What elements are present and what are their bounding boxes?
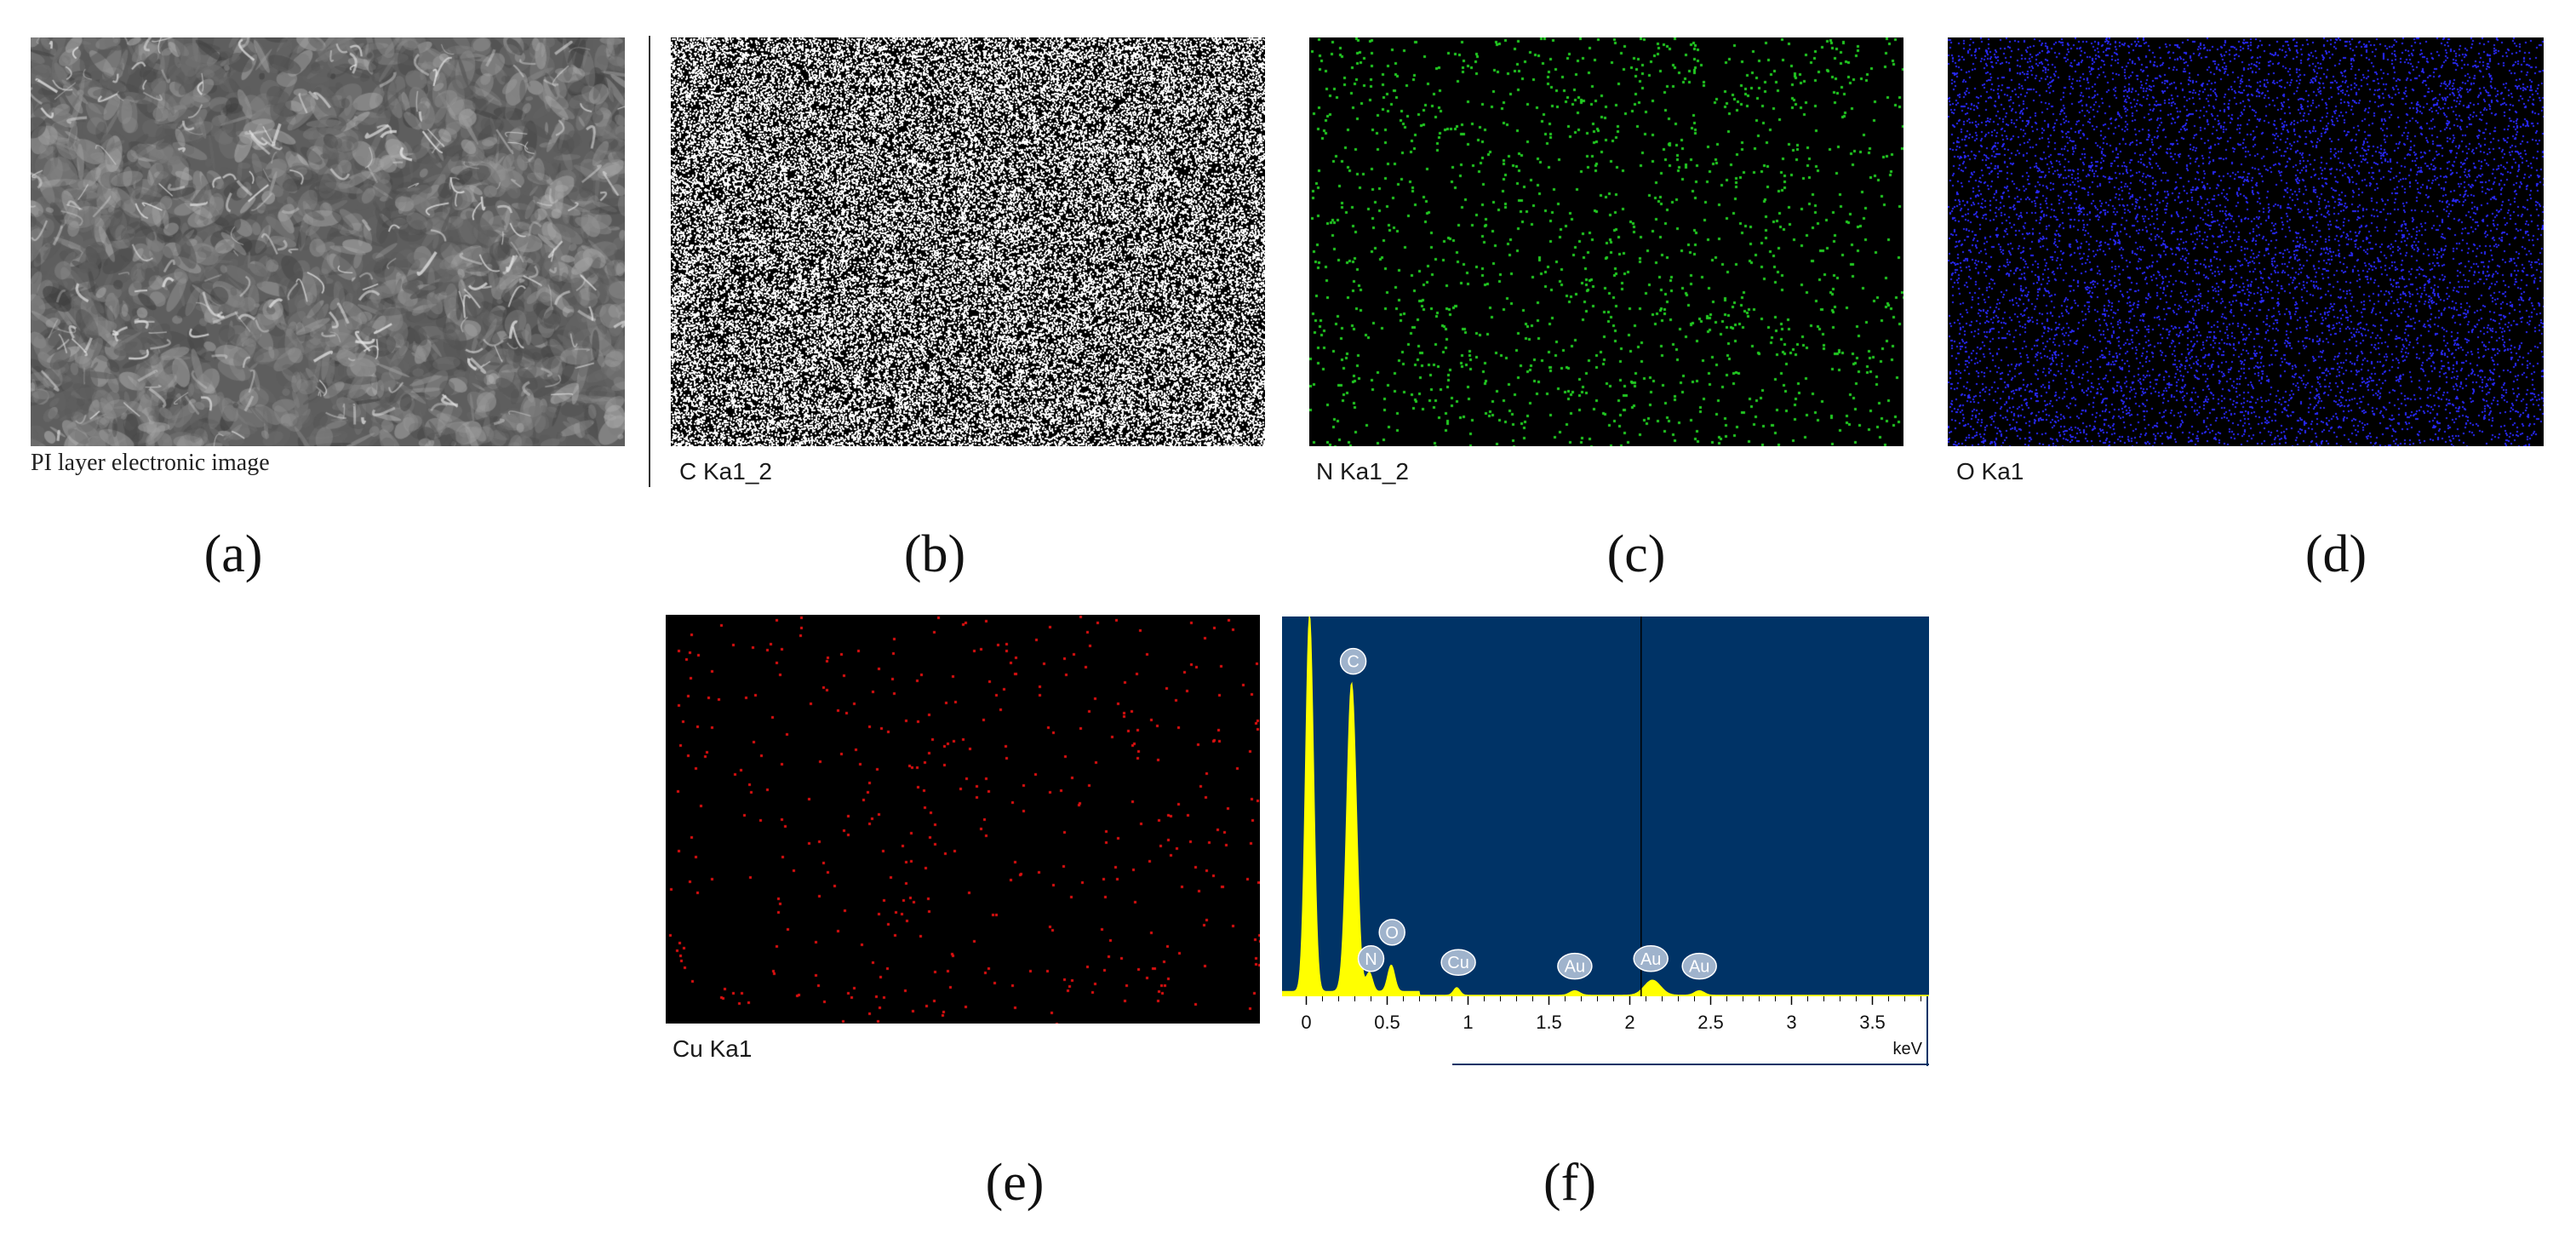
peak-label: O xyxy=(1385,924,1399,943)
panel-label-a: (a) xyxy=(203,525,263,583)
x-tick-label: 0 xyxy=(1301,1012,1311,1033)
peak-label: Au xyxy=(1640,950,1661,969)
spectrum-area xyxy=(1282,616,1929,997)
peak-label-bubble xyxy=(1633,945,1669,972)
eds-spectrum-chart: C N O Cu Au Au Au 0 0.5 1 1.5 2 2.5 3 3.5 keV xyxy=(1282,616,1929,1066)
eds-spectrum-svg: C NO Cu Au Au Au 0 0.5 1 1.5 2 2.5 3 3.5 keV xyxy=(1282,616,1929,1066)
peak-label: Cu xyxy=(1447,954,1469,972)
nitrogen-map xyxy=(1309,37,1903,446)
panel-label-d: (d) xyxy=(2304,525,2367,583)
peak-label: Au xyxy=(1689,958,1709,977)
caption-d: O Ka1 xyxy=(1956,458,2024,485)
caption-c: N Ka1_2 xyxy=(1316,458,1409,485)
carbon-map-canvas xyxy=(671,37,1265,446)
x-tick-label: 1 xyxy=(1463,1012,1473,1033)
divider-line xyxy=(649,36,650,487)
peak-label-bubble xyxy=(1557,952,1593,980)
caption-e: Cu Ka1 xyxy=(673,1035,753,1062)
caption-b: C Ka1_2 xyxy=(679,458,772,485)
x-tick-label: 2 xyxy=(1624,1012,1634,1033)
oxygen-map-canvas xyxy=(1948,37,2544,446)
axis-background xyxy=(1282,996,1929,1066)
carbon-map xyxy=(671,37,1265,446)
x-axis-label: keV xyxy=(1893,1040,1923,1058)
peak-label-bubble xyxy=(1378,919,1405,946)
x-tick-label: 3.5 xyxy=(1859,1012,1886,1033)
copper-map-canvas xyxy=(666,615,1260,1024)
spectrum-background xyxy=(1282,616,1929,996)
sem-image-canvas xyxy=(31,37,625,446)
panel-label-c: (c) xyxy=(1606,525,1666,583)
panel-label-f: (f) xyxy=(1543,1154,1596,1212)
peak-label: N xyxy=(1365,950,1377,969)
peak-label: Au xyxy=(1565,958,1585,977)
panel-label-b: (b) xyxy=(903,525,966,583)
x-tick-label: 2.5 xyxy=(1697,1012,1724,1033)
nitrogen-map-canvas xyxy=(1309,37,1903,446)
peak-label-bubble xyxy=(1339,647,1367,675)
caption-a: PI layer electronic image xyxy=(31,450,270,476)
peak-label-bubble xyxy=(1440,949,1476,976)
peak-label-bubble xyxy=(1681,952,1717,980)
peak-label-bubble xyxy=(1357,945,1385,972)
peak-label: C xyxy=(1347,653,1359,672)
x-tick-label: 0.5 xyxy=(1374,1012,1400,1033)
panel-label-e: (e) xyxy=(985,1154,1045,1212)
x-tick-label: 3 xyxy=(1786,1012,1796,1033)
sem-image xyxy=(31,37,625,446)
copper-map xyxy=(666,615,1260,1024)
x-tick-label: 1.5 xyxy=(1536,1012,1562,1033)
oxygen-map xyxy=(1948,37,2544,446)
